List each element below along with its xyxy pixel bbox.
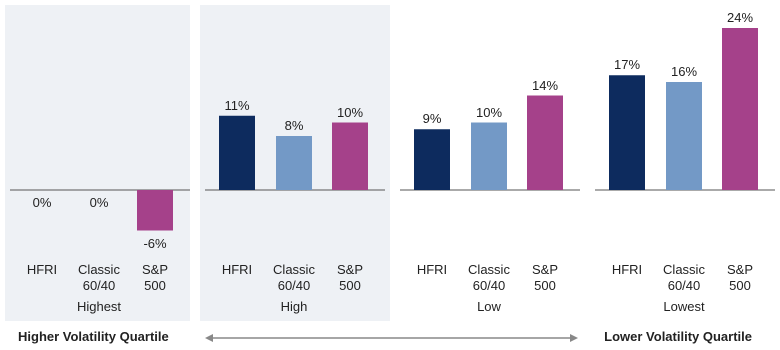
bar — [137, 190, 173, 231]
x-tick-label: HFRI — [26, 262, 58, 277]
group-label: Highest — [76, 299, 122, 314]
x-tick-label: HFRI — [611, 262, 643, 277]
value-label: 10% — [475, 104, 503, 120]
x-tick-label: Classic 60/40 — [273, 262, 315, 293]
x-tick-label: S&P 500 — [336, 262, 363, 293]
group-label: Low — [477, 299, 501, 314]
x-tick-label: S&P 500 — [531, 262, 558, 293]
value-label: 0% — [32, 195, 52, 210]
x-tick-label: HFRI — [416, 262, 448, 277]
bar — [722, 28, 758, 190]
x-tick-label: Classic 60/40 — [78, 262, 120, 293]
value-label: 17% — [613, 57, 641, 73]
value-label: 0% — [89, 195, 109, 210]
bar — [219, 115, 255, 190]
value-label: 11% — [224, 97, 250, 113]
x-tick-label: HFRI — [221, 262, 253, 277]
bar — [276, 136, 312, 190]
right-label: Lower Volatility Quartile — [604, 329, 752, 344]
panel-shade — [5, 5, 190, 321]
value-label: 9% — [422, 111, 442, 127]
value-label: 10% — [336, 104, 364, 120]
bar — [527, 95, 563, 190]
bar — [609, 75, 645, 190]
value-label: 16% — [670, 64, 698, 79]
bar — [666, 82, 702, 190]
bar — [414, 129, 450, 190]
value-label: 24% — [726, 10, 754, 25]
group-label: Lowest — [663, 299, 705, 314]
bar — [332, 122, 368, 190]
left-label: Higher Volatility Quartile — [18, 329, 169, 344]
bar — [471, 122, 507, 190]
x-tick-label: S&P 500 — [726, 262, 753, 293]
x-tick-label: Classic 60/40 — [468, 262, 510, 293]
value-label: -6% — [143, 235, 167, 251]
x-tick-label: S&P 500 — [141, 262, 168, 293]
value-label: 8% — [284, 118, 304, 133]
x-tick-label: Classic 60/40 — [663, 262, 705, 293]
value-label: 14% — [531, 77, 559, 93]
group-label: High — [280, 299, 308, 314]
